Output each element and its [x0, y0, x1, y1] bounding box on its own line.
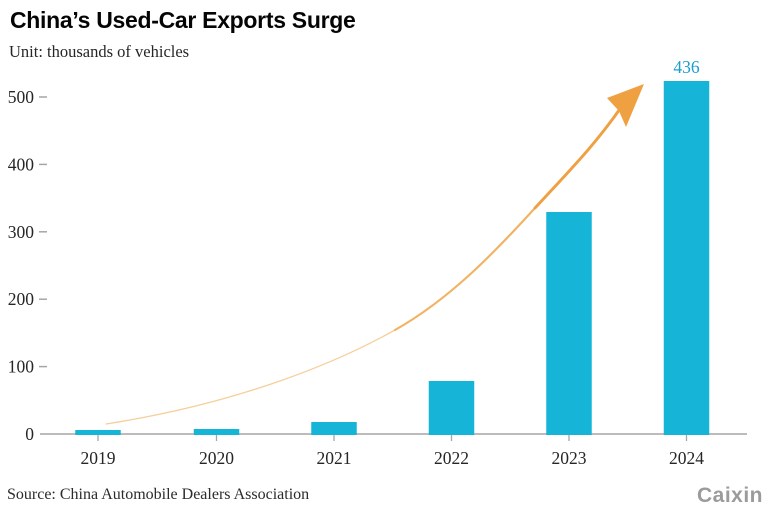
x-axis-label: 2020 [199, 448, 234, 468]
chart-title: China’s Used-Car Exports Surge [10, 7, 356, 33]
y-axis-label: 200 [8, 289, 35, 309]
x-axis-label: 2021 [317, 448, 352, 468]
growth-arrow-tail [105, 329, 396, 425]
bar-2024 [663, 81, 710, 435]
growth-arrow-mid [393, 206, 537, 332]
growth-arrow-head-icon [607, 84, 644, 127]
bar-2023 [546, 212, 592, 435]
x-axis-label: 2024 [669, 448, 704, 468]
bar-2021 [311, 422, 357, 435]
y-axis-label: 500 [8, 87, 35, 107]
x-axis-label: 2019 [81, 448, 116, 468]
x-axis-label: 2022 [434, 448, 469, 468]
y-axis-label: 400 [8, 154, 35, 174]
bar-value-label: 436 [673, 57, 700, 77]
bar-2019 [75, 430, 121, 435]
chart-header: China’s Used-Car Exports Surge Unit: tho… [9, 6, 356, 62]
y-axis-label: 300 [8, 222, 35, 242]
bar-2022 [428, 381, 475, 435]
source-note: Source: China Automobile Dealers Associa… [7, 486, 310, 503]
caixin-logo: Caixin [696, 484, 763, 507]
growth-arrow [105, 84, 644, 425]
x-axis-label: 2023 [552, 448, 587, 468]
bar-2020 [193, 429, 240, 435]
growth-arrow-shaft [533, 104, 624, 210]
unit-label: Unit: thousands of vehicles [9, 41, 190, 61]
y-axis-label: 100 [8, 357, 35, 377]
y-axis-label: 0 [25, 424, 34, 444]
